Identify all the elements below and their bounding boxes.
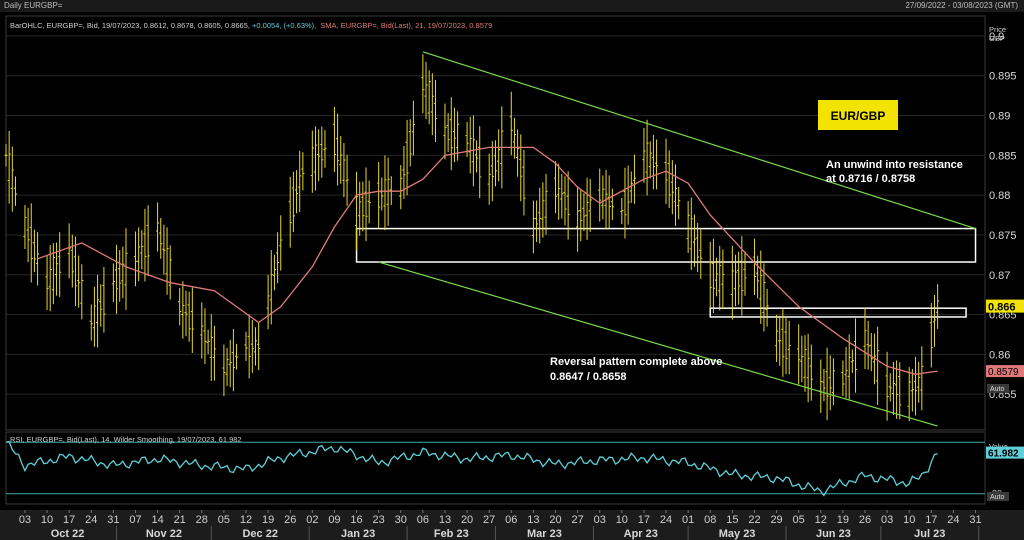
x-tick-label: 20 [461, 514, 473, 526]
sma-value: 0.8579 [988, 367, 1019, 378]
x-tick-label: 26 [859, 514, 871, 526]
rsi-panel [5, 431, 986, 505]
x-tick-label: 16 [350, 514, 362, 526]
x-tick-label: 06 [417, 514, 429, 526]
x-month-label: Mar 23 [527, 528, 562, 540]
rsi-tag [986, 446, 1024, 459]
price-panel [5, 15, 986, 431]
sma-line [37, 146, 938, 375]
date-range: 27/09/2022 - 03/08/2023 (GMT) [905, 1, 1018, 10]
x-tick-label: 17 [925, 514, 937, 526]
rsi-axis-title: Value [989, 442, 1008, 451]
x-month-label: Jun 23 [816, 528, 851, 540]
sma-legend: SMA, EURGBP=, Bid(Last), 21, 19/07/2023,… [320, 21, 492, 30]
x-tick-label: 19 [837, 514, 849, 526]
price-tick-label: 0.87 [989, 270, 1010, 282]
x-tick-label: 06 [505, 514, 517, 526]
x-tick-label: 30 [395, 514, 407, 526]
x-tick-label: 10 [903, 514, 915, 526]
price-tick-label: 0.9 [989, 31, 1004, 43]
resistance-note-line2: at 0.8716 / 0.8758 [826, 173, 915, 185]
x-month-label: Apr 23 [624, 528, 658, 540]
rsi-auto-label: Auto [990, 494, 1005, 501]
x-tick-label: 27 [483, 514, 495, 526]
x-tick-label: 13 [439, 514, 451, 526]
x-tick-label: 09 [328, 514, 340, 526]
resistance-note-line1: An unwind into resistance [826, 159, 963, 171]
rsi-line [5, 440, 938, 497]
window-title: Daily EURGBP= [4, 1, 63, 10]
x-tick-label: 20 [549, 514, 561, 526]
x-tick-label: 02 [306, 514, 318, 526]
x-month-label: Nov 22 [146, 528, 182, 540]
x-tick-label: 10 [616, 514, 628, 526]
reversal-note-line1: Reversal pattern complete above [550, 356, 722, 368]
support-resistance-zone [709, 307, 967, 318]
x-axis-band [0, 510, 1024, 540]
x-tick-label: 03 [594, 514, 606, 526]
price-auto-button[interactable] [987, 384, 1009, 393]
channel-lower-line [378, 261, 938, 427]
x-month-label: Dec 22 [242, 528, 277, 540]
price-tick-label: 0.885 [989, 150, 1017, 162]
x-tick-label: 19 [262, 514, 274, 526]
x-tick-label: 24 [85, 514, 97, 526]
x-tick-label: 22 [748, 514, 760, 526]
x-tick-label: 12 [815, 514, 827, 526]
rsi-auto-button[interactable] [987, 492, 1009, 501]
x-tick-label: 17 [63, 514, 75, 526]
price-tick-label: 0.895 [989, 71, 1017, 83]
x-month-label: Oct 22 [51, 528, 85, 540]
rsi-value: 61.982 [988, 449, 1019, 460]
x-tick-label: 10 [41, 514, 53, 526]
pair-label: EUR/GBP [831, 109, 886, 123]
price-tick-label: 0.875 [989, 230, 1017, 242]
x-tick-label: 24 [660, 514, 672, 526]
x-tick-label: 24 [947, 514, 959, 526]
x-tick-label: 05 [793, 514, 805, 526]
x-tick-label: 23 [373, 514, 385, 526]
x-month-label: Jul 23 [914, 528, 945, 540]
x-tick-label: 07 [129, 514, 141, 526]
x-month-label: May 23 [719, 528, 756, 540]
price-axis-unit: GBP [989, 34, 1005, 43]
x-tick-label: 13 [527, 514, 539, 526]
x-tick-label: 31 [107, 514, 119, 526]
x-tick-label: 31 [969, 514, 981, 526]
x-tick-label: 27 [571, 514, 583, 526]
x-tick-label: 15 [726, 514, 738, 526]
x-tick-label: 05 [218, 514, 230, 526]
ohlc-legend: BarOHLC, EURGBP=, Bid, 19/07/2023, 0.861… [10, 21, 252, 30]
channel-upper-line [422, 51, 976, 230]
price-tick-label: 0.86 [989, 349, 1010, 361]
window-titlebar: Daily EURGBP= 27/09/2022 - 03/08/2023 (G… [0, 0, 1024, 12]
price-tick-label: 0.89 [989, 111, 1010, 123]
price-tick-label: 0.88 [989, 190, 1010, 202]
last-price-value: 0.866 [988, 302, 1016, 314]
x-tick-label: 12 [240, 514, 252, 526]
price-axis-title: Price [989, 25, 1006, 34]
rsi-legend: RSI, EURGBP=, Bid(Last), 14, Wilder Smoo… [10, 435, 242, 444]
pair-label-box [818, 100, 898, 130]
x-tick-label: 01 [682, 514, 694, 526]
ohlc-change: +0.0054, (+0.63%), [252, 21, 316, 30]
x-month-label: Jan 23 [341, 528, 375, 540]
x-tick-label: 21 [174, 514, 186, 526]
x-tick-label: 29 [770, 514, 782, 526]
x-tick-label: 03 [881, 514, 893, 526]
sma-tag [986, 365, 1024, 378]
svg-text:BarOHLC, EURGBP=, Bid, 19/07/2: BarOHLC, EURGBP=, Bid, 19/07/2023, 0.861… [10, 21, 492, 30]
price-auto-label: Auto [990, 386, 1005, 393]
x-tick-label: 08 [704, 514, 716, 526]
price-chart[interactable]: BarOHLC, EURGBP=, Bid, 19/07/2023, 0.861… [0, 12, 1024, 540]
last-price-tag [986, 299, 1024, 313]
x-tick-label: 03 [19, 514, 31, 526]
x-tick-label: 28 [196, 514, 208, 526]
x-tick-label: 17 [638, 514, 650, 526]
x-tick-label: 14 [151, 514, 163, 526]
x-tick-label: 26 [284, 514, 296, 526]
reversal-note-line2: 0.8647 / 0.8658 [550, 371, 626, 383]
x-month-label: Feb 23 [434, 528, 469, 540]
